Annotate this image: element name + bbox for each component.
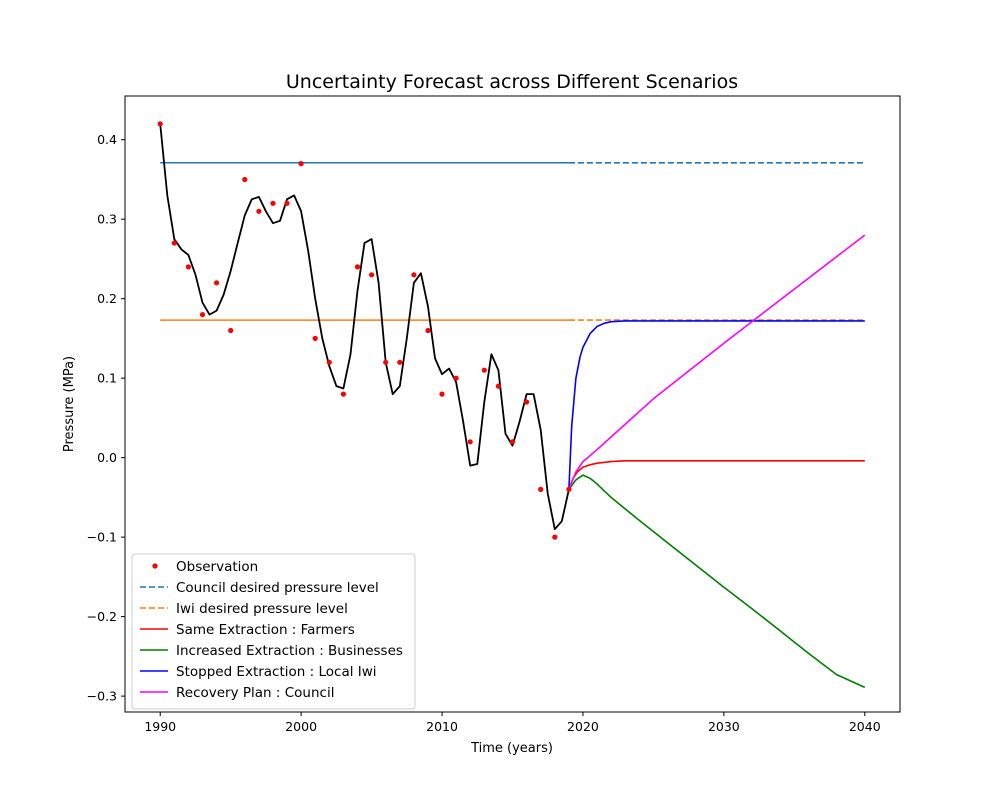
observation-point — [298, 161, 304, 167]
x-tick-label: 1990 — [144, 719, 176, 734]
y-axis-label: Pressure (MPa) — [62, 356, 77, 452]
observation-point — [214, 280, 220, 286]
legend: Observation Council desired pressure leve… — [131, 553, 416, 710]
x-tick-label: 2020 — [567, 719, 599, 734]
y-tick-label: −0.3 — [87, 689, 117, 704]
x-tick-label: 2010 — [426, 719, 458, 734]
observation-point — [256, 208, 262, 214]
observation-point — [425, 327, 431, 334]
y-tick-label: 0.2 — [97, 291, 117, 306]
legend-label: Same Extraction : Farmers — [176, 622, 355, 638]
observation-point — [552, 534, 558, 540]
observation-point — [157, 121, 163, 127]
x-axis-label: Time (years) — [470, 741, 553, 756]
observation-point — [481, 367, 487, 373]
series-line-same — [568, 459, 865, 490]
series-line-increased — [568, 474, 866, 689]
observation-point — [383, 359, 389, 365]
y-tick-label: 0.1 — [97, 371, 117, 386]
legend-label: Iwi desired pressure level — [176, 601, 348, 617]
observation-point — [538, 486, 544, 492]
y-tick-label: 0.0 — [97, 450, 117, 465]
x-tick-label: 2030 — [708, 719, 740, 734]
observation-point — [566, 486, 572, 492]
legend-marker — [152, 563, 158, 569]
observation-point — [369, 272, 375, 278]
observation-point — [340, 391, 346, 397]
y-tick-label: −0.1 — [87, 530, 117, 545]
legend-label: Council desired pressure level — [176, 580, 379, 596]
observation-point — [270, 200, 276, 206]
observation-point — [509, 439, 516, 445]
observation-point — [185, 264, 191, 270]
observation-point — [524, 399, 530, 405]
observation-point — [199, 312, 206, 318]
x-tick-label: 2000 — [285, 719, 317, 734]
observation-point — [326, 359, 332, 365]
observation-point — [171, 240, 177, 246]
chart-title: Uncertainty Forecast across Different Sc… — [286, 71, 738, 93]
observation-point — [354, 264, 361, 270]
observation-point — [284, 200, 290, 206]
legend-label: Stopped Extraction : Local Iwi — [176, 664, 377, 680]
y-tick-label: −0.2 — [87, 609, 117, 624]
observation-point — [411, 272, 417, 278]
legend-label: Observation — [176, 559, 258, 575]
observation-point — [397, 359, 403, 365]
observation-point — [495, 383, 501, 389]
observation-point — [228, 327, 234, 334]
y-tick-label: 0.3 — [97, 212, 117, 227]
x-tick-label: 2040 — [849, 719, 881, 734]
legend-label: Increased Extraction : Businesses — [176, 643, 403, 659]
legend-label: Recovery Plan : Council — [176, 685, 334, 701]
legend-box — [131, 553, 416, 710]
series-line-stopped — [568, 320, 865, 490]
model-fit-line — [159, 123, 570, 531]
y-tick-label: 0.4 — [97, 132, 117, 147]
observation-point — [467, 439, 473, 445]
series-line-recovery — [568, 234, 866, 490]
axis-ticks: 1990 2000 2010 2020 2030 2040 −0.3 −0.2 −0.1 0.0 0… — [87, 132, 881, 734]
axes-frame — [124, 95, 901, 713]
observation-point — [242, 176, 248, 183]
observation-point — [439, 391, 445, 397]
observation-point — [312, 335, 318, 341]
observation-point — [453, 375, 459, 381]
plot-area — [157, 121, 866, 689]
